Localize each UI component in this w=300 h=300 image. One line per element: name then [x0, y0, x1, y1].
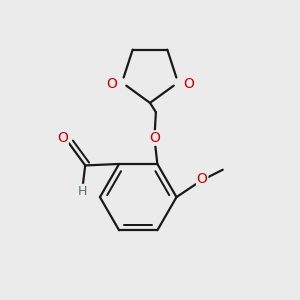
Text: O: O	[197, 172, 208, 186]
Text: O: O	[106, 77, 117, 91]
Text: O: O	[183, 77, 194, 91]
Text: O: O	[149, 131, 160, 145]
Text: H: H	[78, 184, 88, 198]
Text: O: O	[57, 131, 68, 145]
